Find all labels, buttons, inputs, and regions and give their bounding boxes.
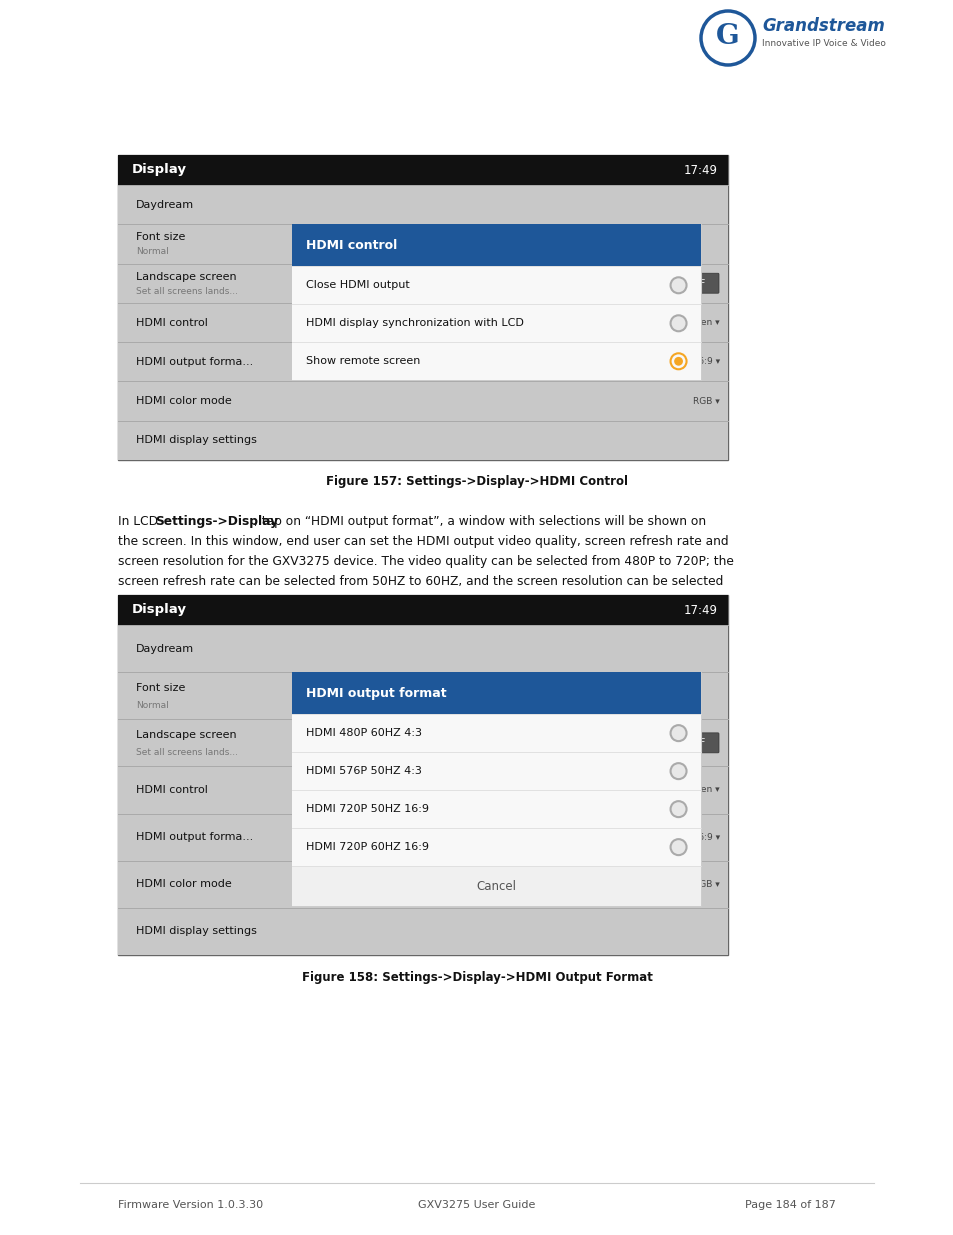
Text: HDMI color mode: HDMI color mode bbox=[136, 879, 232, 889]
Bar bbox=[118, 719, 727, 767]
Text: 17:49: 17:49 bbox=[683, 604, 718, 616]
Bar bbox=[118, 625, 727, 672]
Text: Font size: Font size bbox=[136, 232, 185, 242]
Bar bbox=[292, 342, 700, 380]
Text: HDMI 720P 60HZ 16:9: HDMI 720P 60HZ 16:9 bbox=[306, 842, 429, 852]
Circle shape bbox=[670, 725, 686, 741]
Text: HDMI 576P 50HZ 4:3: HDMI 576P 50HZ 4:3 bbox=[306, 766, 421, 776]
Bar bbox=[118, 303, 727, 342]
Text: Landscape screen: Landscape screen bbox=[136, 272, 236, 282]
Text: screen refresh rate can be selected from 50HZ to 60HZ, and the screen resolution: screen refresh rate can be selected from… bbox=[118, 576, 722, 588]
Text: In LCD: In LCD bbox=[118, 515, 162, 529]
Text: the screen. In this window, end user can set the HDMI output video quality, scre: the screen. In this window, end user can… bbox=[118, 535, 728, 548]
Bar bbox=[292, 829, 700, 866]
Text: RGB ▾: RGB ▾ bbox=[693, 879, 720, 889]
FancyBboxPatch shape bbox=[675, 273, 719, 293]
Circle shape bbox=[670, 278, 686, 293]
Text: HDMI color mode: HDMI color mode bbox=[136, 396, 232, 406]
Text: Normal: Normal bbox=[136, 700, 169, 710]
Text: Close HDMI output: Close HDMI output bbox=[306, 280, 409, 290]
Bar bbox=[292, 714, 700, 752]
Text: Figure 157: Settings->Display->HDMI Control: Figure 157: Settings->Display->HDMI Cont… bbox=[326, 475, 627, 489]
Bar bbox=[118, 156, 727, 459]
Text: Font size: Font size bbox=[136, 683, 185, 693]
Text: r remote screen ▾: r remote screen ▾ bbox=[639, 785, 720, 794]
Circle shape bbox=[670, 315, 686, 331]
Bar bbox=[118, 342, 727, 382]
Text: Show remote screen: Show remote screen bbox=[306, 356, 419, 367]
Bar bbox=[118, 156, 727, 185]
Text: Innovative IP Voice & Video: Innovative IP Voice & Video bbox=[761, 40, 885, 48]
Text: HDMI control: HDMI control bbox=[136, 317, 208, 327]
Text: Display: Display bbox=[132, 604, 187, 616]
Text: Daydream: Daydream bbox=[136, 200, 193, 210]
Text: HDMI 480P 60HZ 4:3: HDMI 480P 60HZ 4:3 bbox=[306, 729, 421, 739]
Text: HDMI output forma...: HDMI output forma... bbox=[136, 832, 253, 842]
Text: Set all screens lands...: Set all screens lands... bbox=[136, 287, 237, 295]
Bar bbox=[118, 814, 727, 861]
Bar bbox=[292, 866, 700, 906]
Text: screen resolution for the GXV3275 device. The video quality can be selected from: screen resolution for the GXV3275 device… bbox=[118, 555, 733, 568]
Bar bbox=[118, 908, 727, 955]
Circle shape bbox=[670, 839, 686, 855]
Text: 17:49: 17:49 bbox=[683, 163, 718, 177]
Text: Daydream: Daydream bbox=[136, 643, 193, 653]
Text: Settings->Display: Settings->Display bbox=[155, 515, 278, 529]
Text: HDMI control: HDMI control bbox=[136, 785, 208, 795]
Text: GXV3275 User Guide: GXV3275 User Guide bbox=[417, 1200, 536, 1210]
Bar bbox=[118, 225, 727, 263]
Text: Firmware Version 1.0.3.30: Firmware Version 1.0.3.30 bbox=[118, 1200, 263, 1210]
Bar bbox=[118, 185, 727, 225]
Bar bbox=[118, 767, 727, 814]
Text: Cancel: Cancel bbox=[476, 879, 516, 893]
Bar bbox=[118, 595, 727, 955]
Bar bbox=[118, 861, 727, 908]
Bar bbox=[292, 225, 700, 380]
Text: Landscape screen: Landscape screen bbox=[136, 730, 236, 740]
Bar bbox=[118, 672, 727, 719]
Bar bbox=[292, 304, 700, 342]
Bar bbox=[292, 672, 700, 906]
Text: HDMI display settings: HDMI display settings bbox=[136, 436, 256, 446]
FancyBboxPatch shape bbox=[675, 732, 719, 753]
Bar bbox=[292, 225, 700, 267]
Circle shape bbox=[670, 802, 686, 818]
Text: 480P 60HZ 16:9 ▾: 480P 60HZ 16:9 ▾ bbox=[639, 357, 720, 367]
Bar bbox=[118, 382, 727, 421]
Text: HDMI display settings: HDMI display settings bbox=[136, 926, 256, 936]
Bar bbox=[292, 790, 700, 829]
Bar bbox=[118, 421, 727, 459]
Text: Normal: Normal bbox=[136, 247, 169, 257]
Text: , tap on “HDMI output format”, a window with selections will be shown on: , tap on “HDMI output format”, a window … bbox=[253, 515, 705, 529]
Text: from 4:3 to 16:9.: from 4:3 to 16:9. bbox=[118, 595, 221, 608]
Bar bbox=[118, 595, 727, 625]
Bar bbox=[292, 752, 700, 790]
Text: Display: Display bbox=[132, 163, 187, 177]
Text: OFF: OFF bbox=[688, 739, 705, 747]
Text: Page 184 of 187: Page 184 of 187 bbox=[744, 1200, 835, 1210]
Text: Grandstream: Grandstream bbox=[761, 17, 884, 35]
Text: 480P 60HZ 16:9 ▾: 480P 60HZ 16:9 ▾ bbox=[639, 832, 720, 841]
Bar bbox=[292, 672, 700, 714]
Circle shape bbox=[670, 763, 686, 779]
Text: HDMI control: HDMI control bbox=[306, 238, 396, 252]
Text: r remote screen ▾: r remote screen ▾ bbox=[639, 317, 720, 327]
Bar bbox=[118, 263, 727, 303]
Text: HDMI display synchronization with LCD: HDMI display synchronization with LCD bbox=[306, 319, 523, 329]
Text: OFF: OFF bbox=[688, 279, 705, 288]
Circle shape bbox=[674, 357, 682, 366]
Text: G: G bbox=[716, 22, 740, 49]
Text: HDMI 720P 50HZ 16:9: HDMI 720P 50HZ 16:9 bbox=[306, 804, 429, 814]
Text: Figure 158: Settings->Display->HDMI Output Format: Figure 158: Settings->Display->HDMI Outp… bbox=[301, 971, 652, 983]
Text: RGB ▾: RGB ▾ bbox=[693, 396, 720, 405]
Text: Set all screens lands...: Set all screens lands... bbox=[136, 747, 237, 757]
Bar bbox=[292, 267, 700, 304]
Text: HDMI output forma...: HDMI output forma... bbox=[136, 357, 253, 367]
Text: HDMI output format: HDMI output format bbox=[306, 687, 446, 700]
